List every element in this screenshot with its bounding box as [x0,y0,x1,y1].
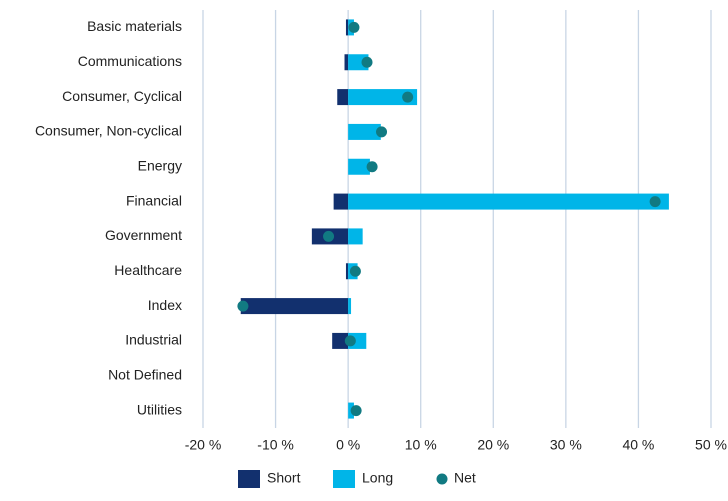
bar [332,332,349,349]
net-dot [323,230,335,242]
y-tick-label: Not Defined [108,366,182,382]
legend-swatch [333,470,355,488]
legend-swatch [238,470,260,488]
y-tick-label: Index [148,297,182,313]
y-tick-label: Basic materials [87,18,182,34]
bar [337,89,349,106]
x-tick-label: 30 % [550,437,582,453]
y-tick-label: Utilities [137,401,182,417]
legend-label: Short [267,470,301,486]
y-tick-label: Energy [138,157,182,173]
x-tick-label: -20 % [185,437,222,453]
y-tick-label: Communications [78,53,182,69]
net-dot [376,126,388,138]
net-dot [349,265,361,277]
net-dot [402,91,414,103]
x-tick-label: 50 % [695,437,727,453]
bar [344,54,349,71]
y-tick-label: Healthcare [114,262,182,278]
x-tick-label: 0 % [336,437,360,453]
y-tick-label: Consumer, Non-cyclical [35,123,182,139]
bar [240,298,349,315]
y-tick-label: Government [105,227,182,243]
bar [345,19,349,36]
y-tick-label: Consumer, Cyclical [62,88,182,104]
bar [348,193,669,210]
bar [348,158,370,175]
x-tick-label: 40 % [622,437,654,453]
y-tick-label: Industrial [125,332,182,348]
legend-label: Long [362,470,393,486]
bar [348,123,381,140]
bar [345,263,349,280]
x-tick-label: 10 % [405,437,437,453]
net-dot [350,405,362,417]
bar [333,193,349,210]
x-tick-label: 20 % [477,437,509,453]
net-dot [348,21,360,33]
net-dot [366,161,378,173]
net-dot [649,196,661,208]
legend-swatch [436,473,448,485]
x-tick-label: -10 % [257,437,294,453]
net-dot [344,335,356,347]
net-dot [361,56,373,68]
y-tick-label: Financial [126,192,182,208]
bar [348,89,418,106]
legend-label: Net [454,470,476,486]
bar [348,228,363,245]
bar [348,298,352,315]
net-dot [237,300,249,312]
